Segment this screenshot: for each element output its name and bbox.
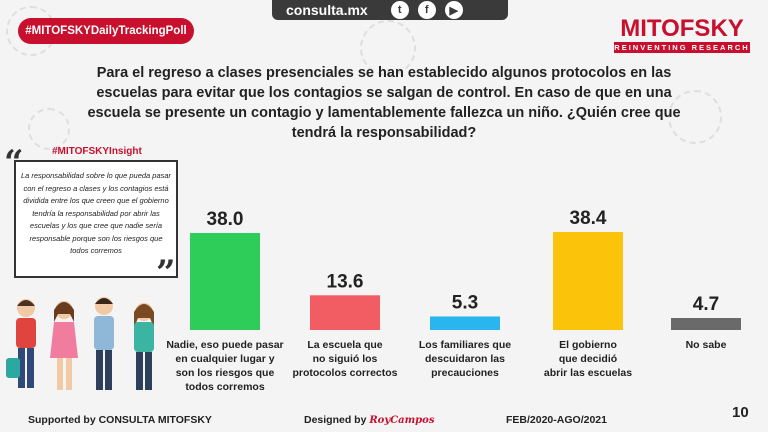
- category-label: descuidaron las: [425, 353, 505, 365]
- insight-box: [14, 160, 178, 278]
- tracking-poll-badge: #MITOFSKYDailyTrackingPoll: [18, 18, 194, 44]
- designer-signature: RoyCampos: [369, 415, 435, 426]
- footer-designed-label: Designed by: [304, 414, 367, 426]
- survey-question: Para el regreso a clases presenciales se…: [87, 65, 681, 141]
- bar-value-label: 4.7: [693, 294, 719, 315]
- youtube-icon[interactable]: ▶: [444, 1, 463, 19]
- facebook-icon[interactable]: f: [417, 1, 436, 19]
- category-label: no siguió los: [313, 353, 378, 365]
- virus-decoration: [28, 108, 70, 150]
- virus-decoration: [668, 90, 722, 144]
- site-url[interactable]: consulta.mx: [286, 2, 368, 18]
- top-bar: consulta.mx t f ▶: [272, 0, 508, 20]
- category-label: Nadie, eso puede pasar: [166, 339, 283, 351]
- open-quote-icon: “: [4, 143, 24, 183]
- bar: [553, 232, 623, 330]
- category-label: precauciones: [431, 367, 499, 379]
- category-label: en cualquier lugar y: [175, 353, 274, 365]
- category-label: que decidió: [559, 353, 617, 365]
- category-label: todos corremos: [185, 381, 265, 393]
- brand-tagline: REINVENTING RESEARCH: [614, 42, 750, 53]
- category-label: protocolos correctos: [292, 367, 397, 379]
- child-figure: [6, 299, 36, 388]
- bar-value-label: 5.3: [452, 292, 478, 313]
- children-illustration: [6, 297, 154, 390]
- child-figure: [94, 297, 114, 390]
- child-figure: [134, 303, 154, 390]
- close-quote-icon: ”: [156, 253, 176, 293]
- bar-value-label: 38.4: [570, 208, 607, 229]
- twitter-icon[interactable]: t: [390, 1, 409, 19]
- footer-designed: Designed by RoyCampos: [304, 414, 434, 426]
- category-label: La escuela que: [307, 339, 382, 351]
- page-number: 10: [732, 404, 749, 421]
- footer-period: FEB/2020-AGO/2021: [506, 414, 607, 426]
- brand-name: MITOFSKY: [620, 15, 744, 42]
- category-label: abrir las escuelas: [544, 367, 632, 379]
- category-label: Los familiares que: [419, 339, 511, 351]
- insight-title: #MITOFSKYInsight: [52, 146, 142, 157]
- insight-text: La responsabilidad sobre lo que pueda pa…: [20, 171, 172, 255]
- bar: [671, 318, 741, 330]
- child-figure: [50, 301, 78, 390]
- bar: [190, 233, 260, 330]
- category-label: El gobierno: [559, 339, 617, 351]
- category-label: son los riesgos que: [176, 367, 275, 379]
- bar-value-label: 13.6: [327, 271, 364, 292]
- brand-logo: MITOFSKY REINVENTING RESEARCH: [614, 16, 750, 53]
- bar: [430, 316, 500, 330]
- virus-decoration: [360, 20, 416, 76]
- footer-supported: Supported by CONSULTA MITOFSKY: [28, 414, 212, 426]
- bar-value-label: 38.0: [207, 209, 244, 230]
- category-label: No sabe: [686, 339, 727, 351]
- bar: [310, 295, 380, 330]
